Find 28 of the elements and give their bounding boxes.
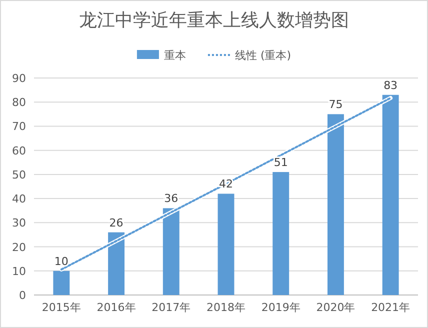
y-tick-label: 40 — [12, 192, 26, 206]
x-tick-label: 2016年 — [96, 301, 136, 314]
data-label: 75 — [328, 98, 343, 112]
y-tick-label: 30 — [12, 216, 26, 230]
y-tick-label: 60 — [12, 144, 26, 158]
y-tick-label: 10 — [12, 264, 26, 278]
x-tick-label: 2018年 — [206, 301, 246, 314]
y-tick-label: 70 — [12, 120, 26, 134]
x-tick-label: 2015年 — [42, 301, 81, 314]
data-label: 51 — [274, 156, 288, 170]
legend-label: 线性 (重本) — [234, 49, 292, 62]
y-tick-label: 20 — [12, 240, 26, 254]
y-tick-label: 0 — [19, 289, 26, 302]
data-label: 10 — [54, 254, 68, 268]
x-tick-label: 2020年 — [316, 301, 356, 314]
chart-title: 龙江中学近年重本上线人数增势图 — [79, 10, 349, 30]
legend-label: 重本 — [164, 49, 186, 62]
x-tick-label: 2019年 — [261, 301, 300, 314]
x-tick-label: 2017年 — [152, 301, 191, 314]
bar — [272, 172, 290, 295]
data-label: 26 — [109, 216, 124, 230]
x-tick-label: 2021年 — [371, 301, 410, 314]
bar — [218, 194, 234, 295]
y-tick-label: 80 — [12, 96, 26, 110]
y-tick-label: 90 — [12, 72, 26, 85]
y-tick-label: 50 — [12, 168, 26, 182]
data-label: 36 — [164, 192, 178, 206]
data-label: 83 — [384, 78, 398, 92]
